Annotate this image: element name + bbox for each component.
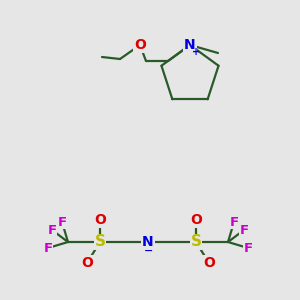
Text: F: F [243, 242, 253, 254]
Text: F: F [47, 224, 57, 236]
Text: O: O [203, 256, 215, 270]
Text: O: O [94, 213, 106, 227]
Text: O: O [81, 256, 93, 270]
Text: O: O [134, 38, 146, 52]
Text: F: F [230, 215, 238, 229]
Text: N: N [142, 235, 154, 249]
Text: S: S [94, 235, 106, 250]
Text: F: F [239, 224, 249, 236]
Text: F: F [57, 215, 67, 229]
Text: F: F [44, 242, 52, 254]
Text: O: O [190, 213, 202, 227]
Text: N: N [184, 38, 196, 52]
Text: +: + [192, 47, 200, 57]
Text: −: − [144, 246, 154, 256]
Text: S: S [190, 235, 202, 250]
